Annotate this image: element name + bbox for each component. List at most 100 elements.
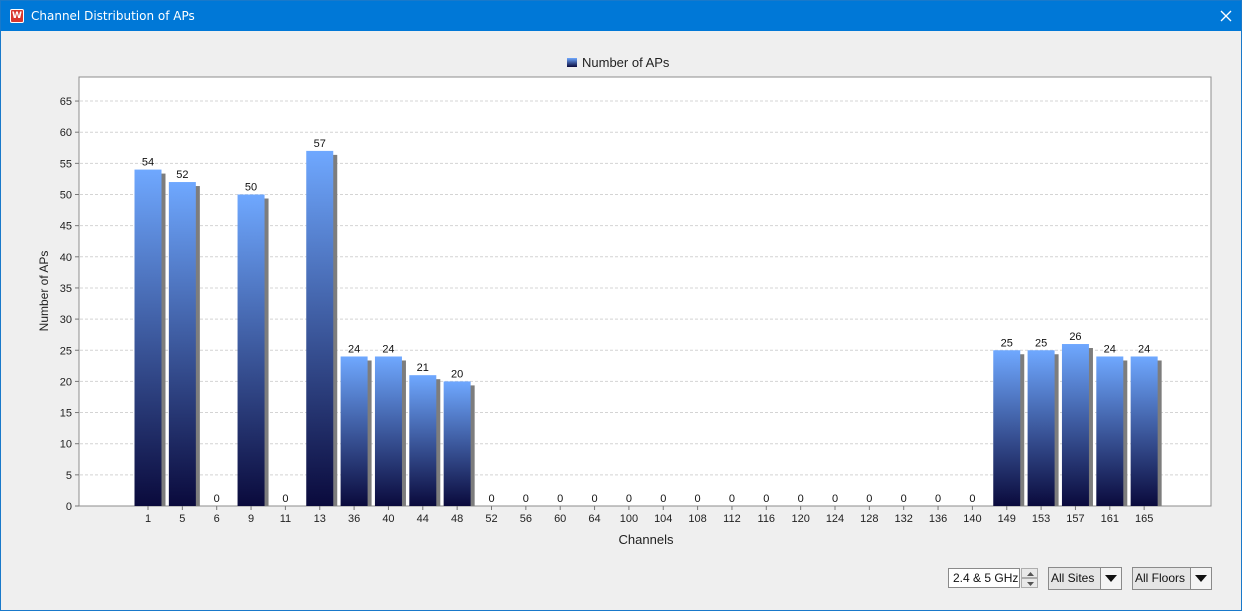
spinner-down-icon bbox=[1027, 582, 1034, 586]
y-tick-label: 45 bbox=[60, 221, 72, 233]
x-tick-label: 5 bbox=[179, 513, 185, 525]
title-bar[interactable]: W Channel Distribution of APs bbox=[1, 1, 1241, 31]
data-label: 0 bbox=[591, 493, 597, 505]
x-tick-label: 36 bbox=[348, 513, 360, 525]
x-tick-label: 1 bbox=[145, 513, 151, 525]
bar bbox=[306, 150, 334, 506]
x-tick-label: 116 bbox=[758, 513, 776, 525]
data-label: 0 bbox=[626, 493, 632, 505]
data-label: 0 bbox=[695, 493, 701, 505]
bar bbox=[1027, 350, 1055, 506]
bar bbox=[1130, 356, 1158, 506]
bar bbox=[237, 194, 265, 506]
bar bbox=[1061, 344, 1089, 506]
dropdown-arrow-icon bbox=[1105, 575, 1117, 582]
y-axis-label: Number of APs bbox=[37, 251, 51, 332]
data-label: 0 bbox=[214, 493, 220, 505]
x-tick-label: 112 bbox=[723, 513, 741, 525]
y-tick-label: 10 bbox=[60, 439, 72, 451]
data-label: 0 bbox=[832, 493, 838, 505]
y-tick-label: 30 bbox=[60, 314, 72, 326]
x-tick-label: 140 bbox=[963, 513, 981, 525]
x-tick-label: 60 bbox=[554, 513, 566, 525]
data-label: 0 bbox=[523, 493, 529, 505]
data-label: 24 bbox=[382, 343, 394, 355]
x-tick-label: 128 bbox=[860, 513, 878, 525]
data-label: 25 bbox=[1035, 337, 1047, 349]
close-icon bbox=[1220, 10, 1232, 22]
bar bbox=[340, 356, 368, 506]
data-label: 52 bbox=[176, 169, 188, 181]
x-tick-label: 124 bbox=[826, 513, 844, 525]
x-tick-label: 52 bbox=[485, 513, 497, 525]
data-label: 0 bbox=[935, 493, 941, 505]
spinner-up-button[interactable] bbox=[1021, 568, 1038, 578]
x-tick-label: 56 bbox=[520, 513, 532, 525]
x-tick-label: 48 bbox=[451, 513, 463, 525]
legend-swatch bbox=[567, 58, 577, 67]
floors-dropdown[interactable]: All Floors bbox=[1132, 567, 1212, 590]
floors-dropdown-arrow[interactable] bbox=[1190, 568, 1211, 589]
data-label: 0 bbox=[798, 493, 804, 505]
y-tick-label: 50 bbox=[60, 190, 72, 202]
y-tick-label: 60 bbox=[60, 127, 72, 139]
x-tick-label: 9 bbox=[248, 513, 254, 525]
y-tick-label: 40 bbox=[60, 252, 72, 264]
band-spinner[interactable] bbox=[1021, 568, 1038, 588]
bar bbox=[443, 381, 471, 506]
data-label: 24 bbox=[1138, 343, 1150, 355]
x-tick-label: 13 bbox=[314, 513, 326, 525]
data-label: 0 bbox=[969, 493, 975, 505]
x-tick-label: 44 bbox=[417, 513, 429, 525]
data-label: 0 bbox=[282, 493, 288, 505]
window-title: Channel Distribution of APs bbox=[31, 9, 195, 23]
data-label: 20 bbox=[451, 368, 463, 380]
x-tick-label: 11 bbox=[280, 513, 291, 525]
y-tick-label: 35 bbox=[60, 283, 72, 295]
y-tick-label: 15 bbox=[60, 408, 72, 420]
y-tick-label: 25 bbox=[60, 345, 72, 357]
dropdown-arrow-icon bbox=[1195, 575, 1207, 582]
sites-dropdown-value: All Sites bbox=[1051, 571, 1095, 585]
data-label: 57 bbox=[314, 138, 326, 150]
x-tick-label: 104 bbox=[654, 513, 672, 525]
data-label: 0 bbox=[763, 493, 769, 505]
sites-dropdown[interactable]: All Sites bbox=[1048, 567, 1122, 590]
x-tick-label: 149 bbox=[998, 513, 1016, 525]
x-tick-label: 165 bbox=[1135, 513, 1153, 525]
y-tick-label: 65 bbox=[60, 96, 72, 108]
data-label: 0 bbox=[557, 493, 563, 505]
close-button[interactable] bbox=[1211, 1, 1241, 31]
x-tick-label: 108 bbox=[688, 513, 706, 525]
x-tick-label: 6 bbox=[214, 513, 220, 525]
data-label: 0 bbox=[901, 493, 907, 505]
floors-dropdown-value: All Floors bbox=[1135, 571, 1186, 585]
dialog-content: 0 5 10 15 20 25 30 35 40 45 50 55 60 65 54 52 0 50 0 57 24 2… bbox=[1, 31, 1241, 610]
spinner-up-icon bbox=[1027, 572, 1034, 576]
data-label: 0 bbox=[866, 493, 872, 505]
x-tick-label: 153 bbox=[1032, 513, 1050, 525]
x-tick-label: 136 bbox=[929, 513, 947, 525]
x-tick-label: 40 bbox=[382, 513, 394, 525]
data-label: 24 bbox=[348, 343, 360, 355]
bar bbox=[374, 356, 402, 506]
data-label: 25 bbox=[1001, 337, 1013, 349]
data-label: 21 bbox=[417, 362, 429, 374]
sites-dropdown-arrow[interactable] bbox=[1100, 568, 1121, 589]
bar bbox=[993, 350, 1021, 506]
chart-legend: Number of APs bbox=[567, 55, 670, 70]
spinner-down-button[interactable] bbox=[1021, 578, 1038, 588]
band-spinner-input[interactable]: 2.4 & 5 GHz bbox=[948, 568, 1020, 588]
data-label: 24 bbox=[1104, 343, 1116, 355]
y-tick-label: 20 bbox=[60, 376, 72, 388]
data-label: 0 bbox=[660, 493, 666, 505]
data-label: 0 bbox=[488, 493, 494, 505]
x-tick-label: 120 bbox=[791, 513, 809, 525]
data-label: 50 bbox=[245, 182, 257, 194]
x-tick-label: 100 bbox=[620, 513, 638, 525]
y-tick-label: 55 bbox=[60, 158, 72, 170]
x-tick-label: 157 bbox=[1066, 513, 1084, 525]
data-label: 0 bbox=[729, 493, 735, 505]
bar bbox=[1096, 356, 1124, 506]
